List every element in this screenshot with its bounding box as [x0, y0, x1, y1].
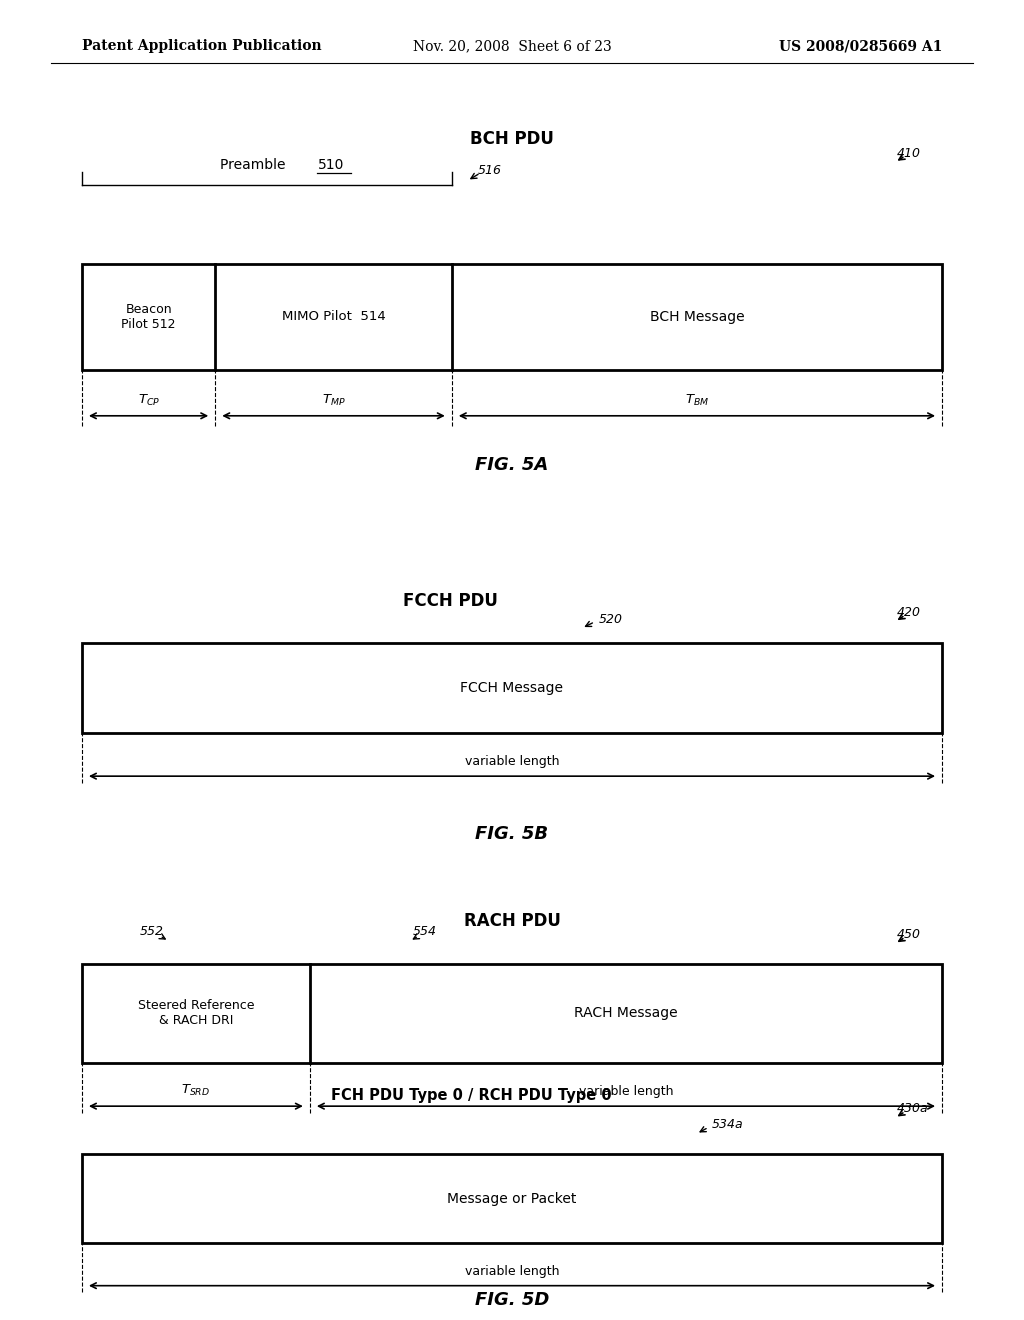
Text: Preamble: Preamble: [220, 158, 295, 172]
Text: 420: 420: [897, 606, 921, 619]
Text: RACH Message: RACH Message: [574, 1006, 678, 1020]
Text: Steered Reference
& RACH DRI: Steered Reference & RACH DRI: [137, 999, 254, 1027]
Text: MIMO Pilot  514: MIMO Pilot 514: [282, 310, 385, 323]
Text: Patent Application Publication: Patent Application Publication: [82, 40, 322, 53]
Text: 534a: 534a: [712, 1118, 743, 1131]
Text: BCH Message: BCH Message: [649, 310, 744, 323]
Text: US 2008/0285669 A1: US 2008/0285669 A1: [778, 40, 942, 53]
Text: $T_{MP}$: $T_{MP}$: [322, 393, 345, 408]
Text: BCH PDU: BCH PDU: [470, 129, 554, 148]
Text: 520: 520: [599, 612, 623, 626]
Text: 516: 516: [477, 164, 502, 177]
Text: Message or Packet: Message or Packet: [447, 1192, 577, 1205]
Text: FIG. 5A: FIG. 5A: [475, 455, 549, 474]
Text: 552: 552: [139, 925, 164, 939]
Text: $T_{SRD}$: $T_{SRD}$: [181, 1084, 211, 1098]
Text: FCH PDU Type 0 / RCH PDU Type 0: FCH PDU Type 0 / RCH PDU Type 0: [331, 1088, 611, 1104]
Bar: [82, 264, 942, 370]
Text: variable length: variable length: [579, 1085, 673, 1098]
Text: RACH PDU: RACH PDU: [464, 912, 560, 931]
Text: 510: 510: [317, 158, 344, 172]
Text: FCCH PDU: FCCH PDU: [403, 591, 498, 610]
Text: 430a: 430a: [897, 1102, 929, 1115]
Text: FIG. 5C: FIG. 5C: [476, 1159, 548, 1177]
Text: 410: 410: [897, 147, 921, 160]
Text: FIG. 5D: FIG. 5D: [475, 1291, 549, 1309]
Text: Beacon
Pilot 512: Beacon Pilot 512: [121, 302, 176, 331]
Text: variable length: variable length: [465, 1265, 559, 1278]
Text: $T_{BM}$: $T_{BM}$: [685, 393, 709, 408]
Text: $T_{CP}$: $T_{CP}$: [137, 393, 160, 408]
Bar: [82, 1154, 942, 1243]
Text: FIG. 5B: FIG. 5B: [475, 825, 549, 843]
Text: variable length: variable length: [465, 755, 559, 768]
Text: 554: 554: [413, 925, 437, 939]
Bar: [82, 643, 942, 733]
Text: 450: 450: [897, 928, 921, 941]
Text: Nov. 20, 2008  Sheet 6 of 23: Nov. 20, 2008 Sheet 6 of 23: [413, 40, 611, 53]
Bar: [82, 964, 942, 1063]
Text: FCCH Message: FCCH Message: [461, 681, 563, 694]
